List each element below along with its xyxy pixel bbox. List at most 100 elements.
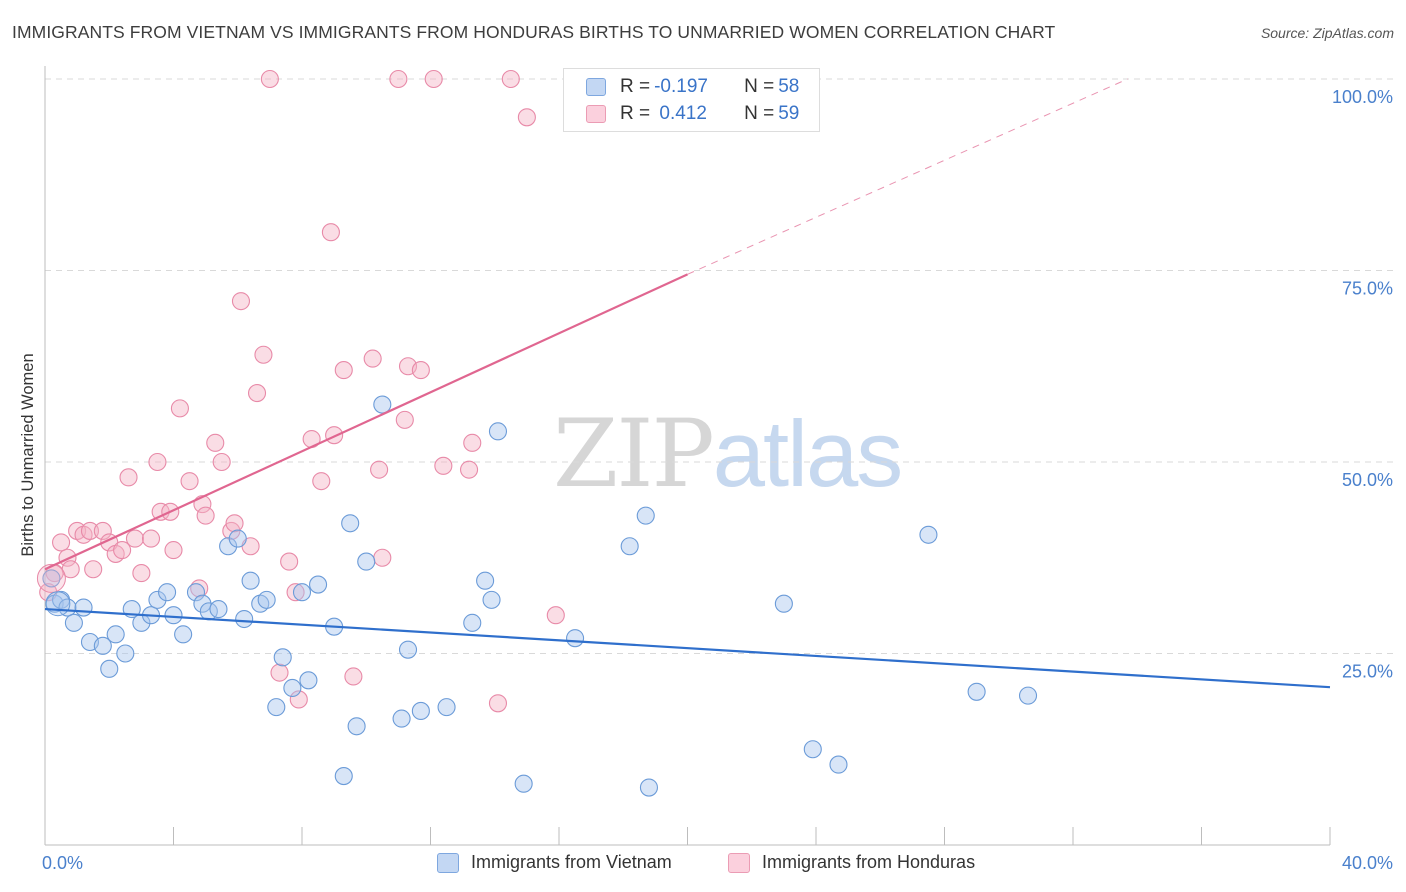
honduras-point [280, 552, 299, 571]
vietnam-point [347, 717, 366, 736]
vietnam-point [392, 709, 411, 728]
vietnam-point [411, 701, 430, 721]
honduras-point [312, 472, 331, 491]
honduras-point [488, 694, 508, 713]
honduras-point [270, 663, 289, 682]
honduras-point [459, 460, 479, 479]
vietnam-point [148, 590, 167, 609]
honduras-point [321, 223, 340, 242]
vietnam-point [1018, 686, 1038, 705]
honduras-point [212, 452, 231, 472]
honduras-point [231, 292, 251, 311]
honduras-point [141, 529, 161, 548]
vietnam-point [106, 625, 125, 644]
honduras-trend-extension [687, 78, 1128, 275]
honduras-point [84, 560, 103, 579]
y-axis-title: Births to Unmarried Women [19, 353, 37, 556]
vietnam-point [309, 575, 328, 594]
r-value-vietnam: -0.197 [654, 76, 708, 97]
vietnam-point [334, 767, 353, 786]
honduras-point [389, 69, 408, 89]
honduras-point [325, 426, 344, 445]
r-value-honduras: 0.412 [654, 103, 707, 124]
vietnam-point [257, 590, 276, 609]
vietnam-point [186, 583, 206, 602]
vietnam-point [174, 625, 193, 644]
series-legend: Immigrants from Vietnam Immigrants from … [0, 852, 1406, 878]
x-tick-label: 0.0% [42, 853, 83, 873]
vietnam-point [566, 629, 585, 648]
vietnam-point [299, 671, 318, 690]
vietnam-point [116, 644, 135, 663]
axes [44, 66, 1331, 846]
r-label: R = [620, 76, 651, 97]
honduras-point [363, 349, 382, 368]
vietnam-point [373, 395, 392, 414]
grid-lines [45, 78, 1393, 654]
watermark-zip: ZIP [553, 400, 715, 509]
correlation-legend: R = -0.197 N = 58 R = 0.412 N = 59 [563, 68, 820, 132]
data-points [36, 69, 1038, 797]
honduras-point [148, 452, 167, 472]
honduras-point [132, 564, 151, 583]
vietnam-point [398, 640, 418, 659]
y-tick-label: 100.0% [1332, 87, 1393, 107]
honduras-point [434, 456, 453, 475]
vietnam-point [482, 590, 501, 609]
honduras-point [254, 345, 273, 364]
honduras-point [463, 433, 482, 452]
honduras-point [370, 460, 389, 479]
honduras-point [411, 361, 430, 380]
honduras-point [36, 563, 66, 593]
y-tick-label: 75.0% [1342, 279, 1393, 299]
vietnam-point [636, 506, 655, 525]
legend-label-honduras: Immigrants from Honduras [762, 852, 976, 872]
legend-label-vietnam: Immigrants from Vietnam [471, 852, 672, 872]
honduras-point [170, 399, 189, 418]
legend-swatch-honduras [728, 852, 750, 873]
vietnam-point [45, 591, 71, 617]
vietnam-point [235, 609, 254, 629]
legend-row-honduras: R = 0.412 N = 59 [586, 102, 799, 126]
honduras-point [334, 361, 353, 380]
honduras-point [517, 108, 536, 127]
vietnam-point [514, 774, 533, 793]
vietnam-point [476, 571, 495, 590]
legend-row-vietnam: R = -0.197 N = 58 [586, 75, 799, 99]
x-tick-label: 40.0% [1342, 853, 1393, 873]
vietnam-point [488, 422, 508, 441]
honduras-point [373, 548, 392, 567]
vietnam-point [93, 636, 112, 655]
n-value-vietnam: 58 [778, 76, 800, 97]
honduras-point [286, 583, 305, 602]
honduras-point [196, 506, 215, 525]
vietnam-point [774, 594, 793, 613]
honduras-point [125, 529, 144, 548]
vietnam-point [64, 613, 83, 632]
vietnam-point [228, 529, 247, 548]
vietnam-point [829, 755, 848, 774]
honduras-point [225, 514, 244, 533]
honduras-point [164, 541, 183, 560]
vietnam-point [292, 583, 312, 602]
chart-title: IMMIGRANTS FROM VIETNAM VS IMMIGRANTS FR… [12, 22, 1056, 42]
vietnam-point [283, 678, 302, 698]
vietnam-point [193, 594, 212, 613]
honduras-point [395, 410, 414, 429]
legend-swatch-honduras [586, 105, 606, 123]
legend-item-vietnam: Immigrants from Vietnam [437, 852, 672, 873]
n-label: N = [744, 103, 775, 124]
honduras-point [289, 690, 308, 709]
tick-labels: 25.0% 50.0% 75.0% 100.0% 0.0% 40.0% [42, 87, 1393, 873]
vietnam-point [273, 648, 292, 667]
trend-lines [44, 78, 1331, 689]
legend-swatch-vietnam [437, 852, 459, 873]
vietnam-point [209, 600, 228, 619]
honduras-point [206, 433, 225, 452]
honduras-trend-line [44, 273, 688, 571]
vietnam-point [42, 569, 61, 588]
vietnam-point [463, 613, 482, 632]
source-label: Source: ZipAtlas.com [1260, 25, 1394, 41]
honduras-point [247, 384, 267, 403]
